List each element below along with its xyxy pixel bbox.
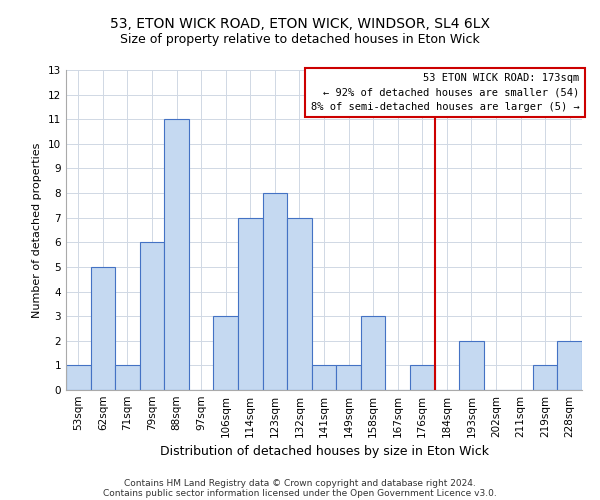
Bar	[336, 366, 361, 390]
Bar	[312, 366, 336, 390]
Text: 53, ETON WICK ROAD, ETON WICK, WINDSOR, SL4 6LX: 53, ETON WICK ROAD, ETON WICK, WINDSOR, …	[110, 18, 490, 32]
Y-axis label: Number of detached properties: Number of detached properties	[32, 142, 43, 318]
Bar	[533, 366, 557, 390]
Text: 53 ETON WICK ROAD: 173sqm
← 92% of detached houses are smaller (54)
8% of semi-d: 53 ETON WICK ROAD: 173sqm ← 92% of detac…	[311, 73, 580, 112]
Bar	[214, 316, 238, 390]
Bar	[66, 366, 91, 390]
Bar	[115, 366, 140, 390]
Bar	[140, 242, 164, 390]
X-axis label: Distribution of detached houses by size in Eton Wick: Distribution of detached houses by size …	[160, 446, 488, 458]
Text: Size of property relative to detached houses in Eton Wick: Size of property relative to detached ho…	[120, 32, 480, 46]
Text: Contains HM Land Registry data © Crown copyright and database right 2024.: Contains HM Land Registry data © Crown c…	[124, 479, 476, 488]
Bar	[361, 316, 385, 390]
Bar	[410, 366, 434, 390]
Text: Contains public sector information licensed under the Open Government Licence v3: Contains public sector information licen…	[103, 489, 497, 498]
Bar	[263, 193, 287, 390]
Bar	[287, 218, 312, 390]
Bar	[238, 218, 263, 390]
Bar	[459, 341, 484, 390]
Bar	[164, 119, 189, 390]
Bar	[91, 267, 115, 390]
Bar	[557, 341, 582, 390]
